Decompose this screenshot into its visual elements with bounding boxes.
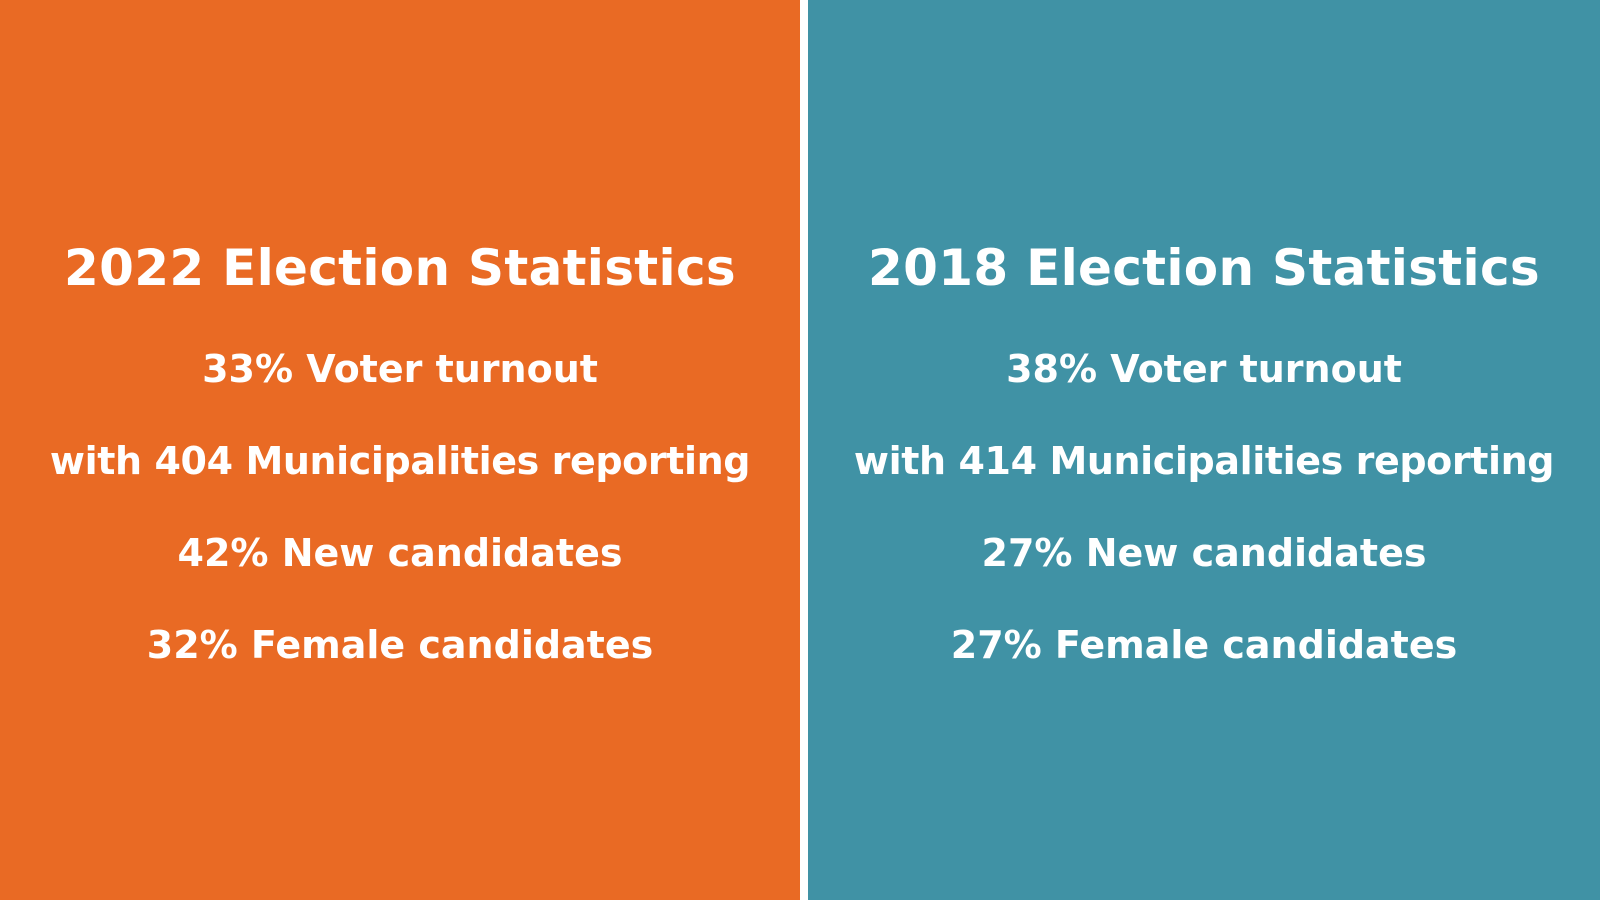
stat-new-candidates: 27% New candidates (981, 531, 1427, 575)
stat-voter-turnout: 33% Voter turnout (202, 347, 598, 391)
stat-female-candidates: 27% Female candidates (950, 623, 1458, 667)
stat-voter-turnout: 38% Voter turnout (1006, 347, 1402, 391)
stat-municipalities-reporting: with 404 Municipalities reporting (49, 439, 751, 483)
panel-2018: 2018 Election Statistics 38% Voter turno… (808, 0, 1600, 900)
stat-female-candidates: 32% Female candidates (146, 623, 654, 667)
panel-title: 2018 Election Statistics (868, 239, 1540, 297)
panel-title: 2022 Election Statistics (64, 239, 736, 297)
panel-2022: 2022 Election Statistics 33% Voter turno… (0, 0, 800, 900)
stat-municipalities-reporting: with 414 Municipalities reporting (853, 439, 1555, 483)
stat-new-candidates: 42% New candidates (177, 531, 623, 575)
